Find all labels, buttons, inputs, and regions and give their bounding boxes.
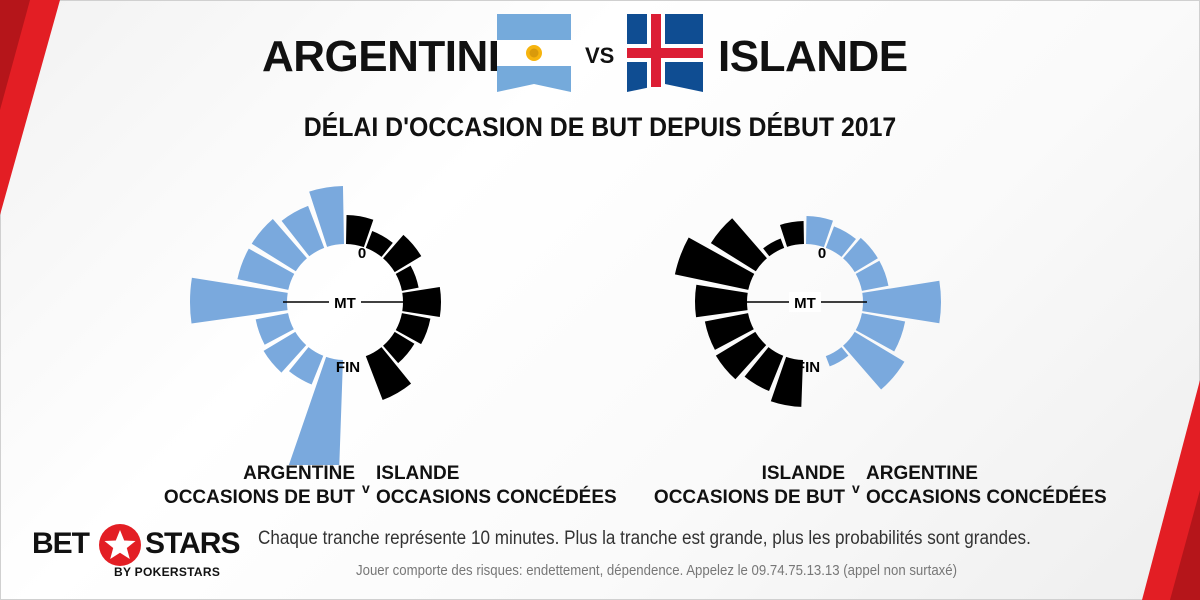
radial-chart-argentine: 0 MT FIN — [190, 186, 441, 465]
bar-2-right-6 — [843, 331, 905, 390]
legend-right-label: ARGENTINE OCCASIONS CONCÉDÉES — [866, 463, 1107, 508]
bar-2-right-1 — [825, 226, 856, 257]
bar-1-left-0 — [309, 186, 344, 247]
bar-2-left-8 — [770, 356, 803, 407]
halftime-label-bg-1 — [329, 292, 361, 312]
axis-label-half-1: MT — [334, 295, 356, 312]
bar-2-right-2 — [843, 237, 878, 273]
bar-1-left-2 — [251, 218, 307, 272]
bar-1-left-1 — [281, 205, 325, 257]
bar-1-left-8 — [288, 356, 343, 465]
bar-2-left-7 — [744, 347, 784, 392]
legend-right-label: ISLANDE OCCASIONS CONCÉDÉES — [376, 463, 617, 508]
legend-versus: v — [362, 480, 370, 496]
bar-2-right-3 — [855, 260, 889, 291]
bar-1-left-7 — [288, 347, 324, 385]
halftime-label-bg-2 — [789, 292, 821, 312]
bar-1-left-3 — [237, 248, 295, 290]
axis-label-end-1: FIN — [336, 359, 360, 376]
logo-stars-text: STARS — [145, 527, 240, 560]
bar-2-left-0 — [779, 221, 804, 247]
axis-label-start-1: 0 — [358, 245, 366, 262]
bar-2-left-3 — [674, 237, 755, 290]
bar-1-right-0 — [346, 215, 374, 248]
bar-1-left-6 — [263, 331, 307, 373]
bar-1-right-2 — [383, 234, 422, 273]
axis-label-start-2: 0 — [818, 245, 826, 262]
argentina-flag-icon — [497, 14, 571, 92]
bar-2-right-5 — [855, 313, 906, 352]
chart-footnote: Chaque tranche représente 10 minutes. Pl… — [258, 528, 1031, 549]
bar-2-left-2 — [710, 218, 767, 272]
bar-2-left-4 — [695, 284, 748, 318]
logo-bet-text: BET — [32, 527, 90, 560]
legend-versus: v — [852, 480, 860, 496]
logo-tagline: BY POKERSTARS — [114, 565, 221, 579]
bar-1-right-1 — [365, 231, 393, 257]
legend-left-label: ARGENTINE OCCASIONS DE BUT — [163, 463, 355, 508]
bar-2-left-5 — [704, 313, 754, 350]
bar-1-right-7 — [365, 347, 412, 401]
betstars-logo: BET STARS BY POKERSTARS — [32, 524, 240, 583]
red-corner-top-left — [0, 0, 60, 215]
bar-1-left-5 — [255, 313, 294, 345]
gambling-disclaimer: Jouer comporte des risques: endettement,… — [356, 562, 958, 579]
bar-1-right-5 — [395, 313, 431, 345]
bar-1-right-4 — [402, 286, 441, 318]
bar-1-right-3 — [395, 265, 419, 291]
bar-2-right-4 — [862, 280, 941, 324]
match-header: ARGENTINE VS ISLANDE — [0, 10, 1200, 94]
radial-chart-islande: 0 MT FIN — [674, 216, 941, 407]
axis-label-half-2: MT — [794, 295, 816, 312]
bar-2-left-6 — [715, 331, 767, 380]
bar-2-right-7 — [825, 347, 849, 367]
chart-subtitle: DÉLAI D'OCCASION DE BUT DEPUIS DÉBUT 201… — [303, 112, 897, 142]
axis-label-end-2: FIN — [796, 359, 820, 376]
versus-label: VS — [585, 43, 615, 68]
red-corner-bottom-right — [1142, 380, 1200, 600]
bar-1-left-4 — [190, 277, 288, 324]
team-a-name: ARGENTINE — [262, 32, 517, 81]
legend-left-label: ISLANDE OCCASIONS DE BUT — [653, 463, 845, 508]
team-b-name: ISLANDE — [718, 32, 908, 81]
bar-2-right-0 — [806, 216, 833, 248]
bar-2-left-1 — [763, 238, 785, 257]
bar-1-right-6 — [383, 331, 415, 364]
iceland-flag-icon — [627, 14, 703, 92]
star-icon — [99, 524, 141, 566]
